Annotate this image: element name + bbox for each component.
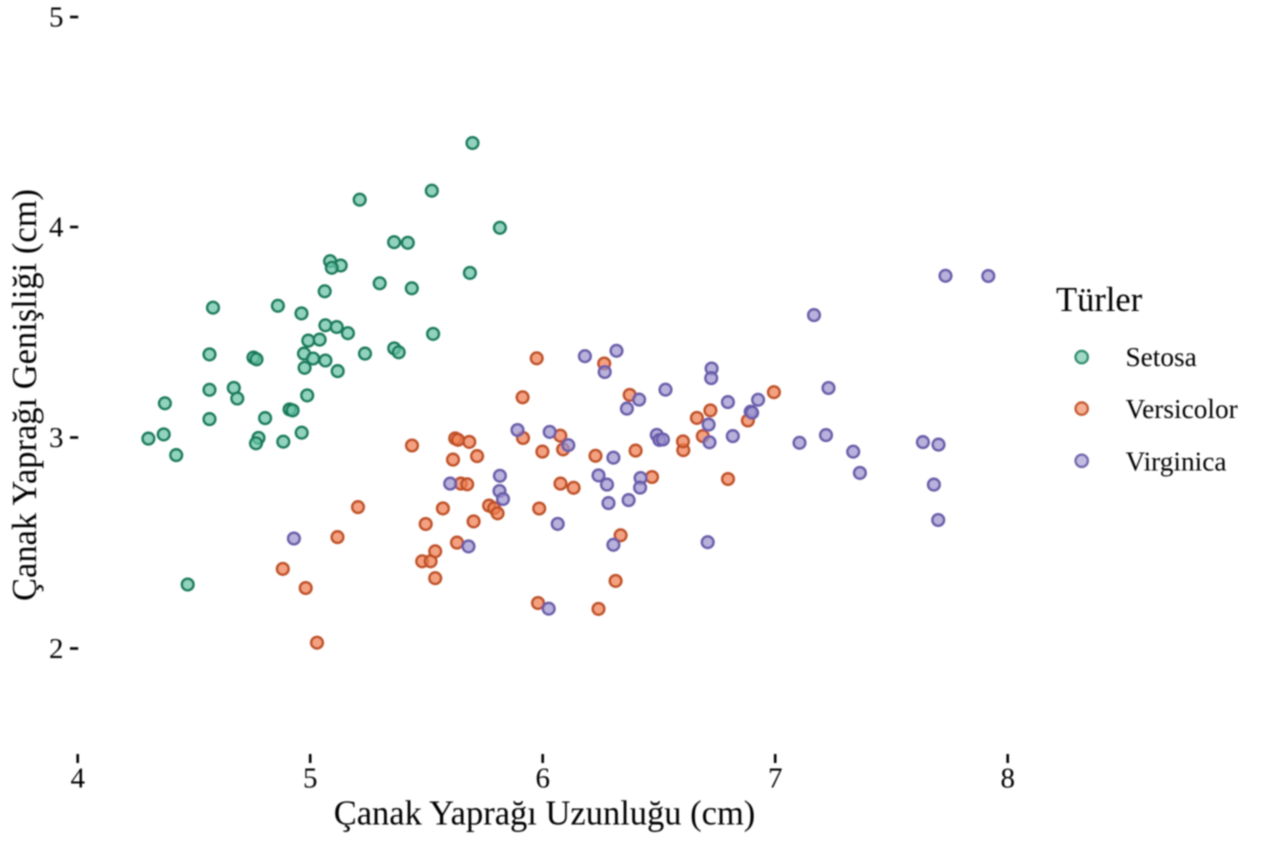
svg-text:Çanak Yaprağı Genişliği (cm): Çanak Yaprağı Genişliği (cm): [6, 189, 44, 601]
svg-text:3: 3: [49, 422, 64, 454]
svg-text:Türler: Türler: [1056, 281, 1143, 319]
svg-text:Çanak Yaprağı Uzunluğu (cm): Çanak Yaprağı Uzunluğu (cm): [334, 795, 756, 833]
svg-text:Versicolor: Versicolor: [1126, 394, 1238, 424]
svg-text:Virginica: Virginica: [1126, 446, 1227, 476]
svg-text:5: 5: [49, 2, 64, 34]
svg-text:4: 4: [49, 212, 64, 244]
svg-text:6: 6: [535, 763, 550, 795]
svg-text:5: 5: [303, 763, 318, 795]
svg-text:4: 4: [70, 763, 85, 795]
svg-text:8: 8: [1000, 763, 1015, 795]
svg-text:Setosa: Setosa: [1126, 342, 1197, 372]
svg-text:2: 2: [49, 633, 64, 665]
svg-text:7: 7: [768, 763, 783, 795]
